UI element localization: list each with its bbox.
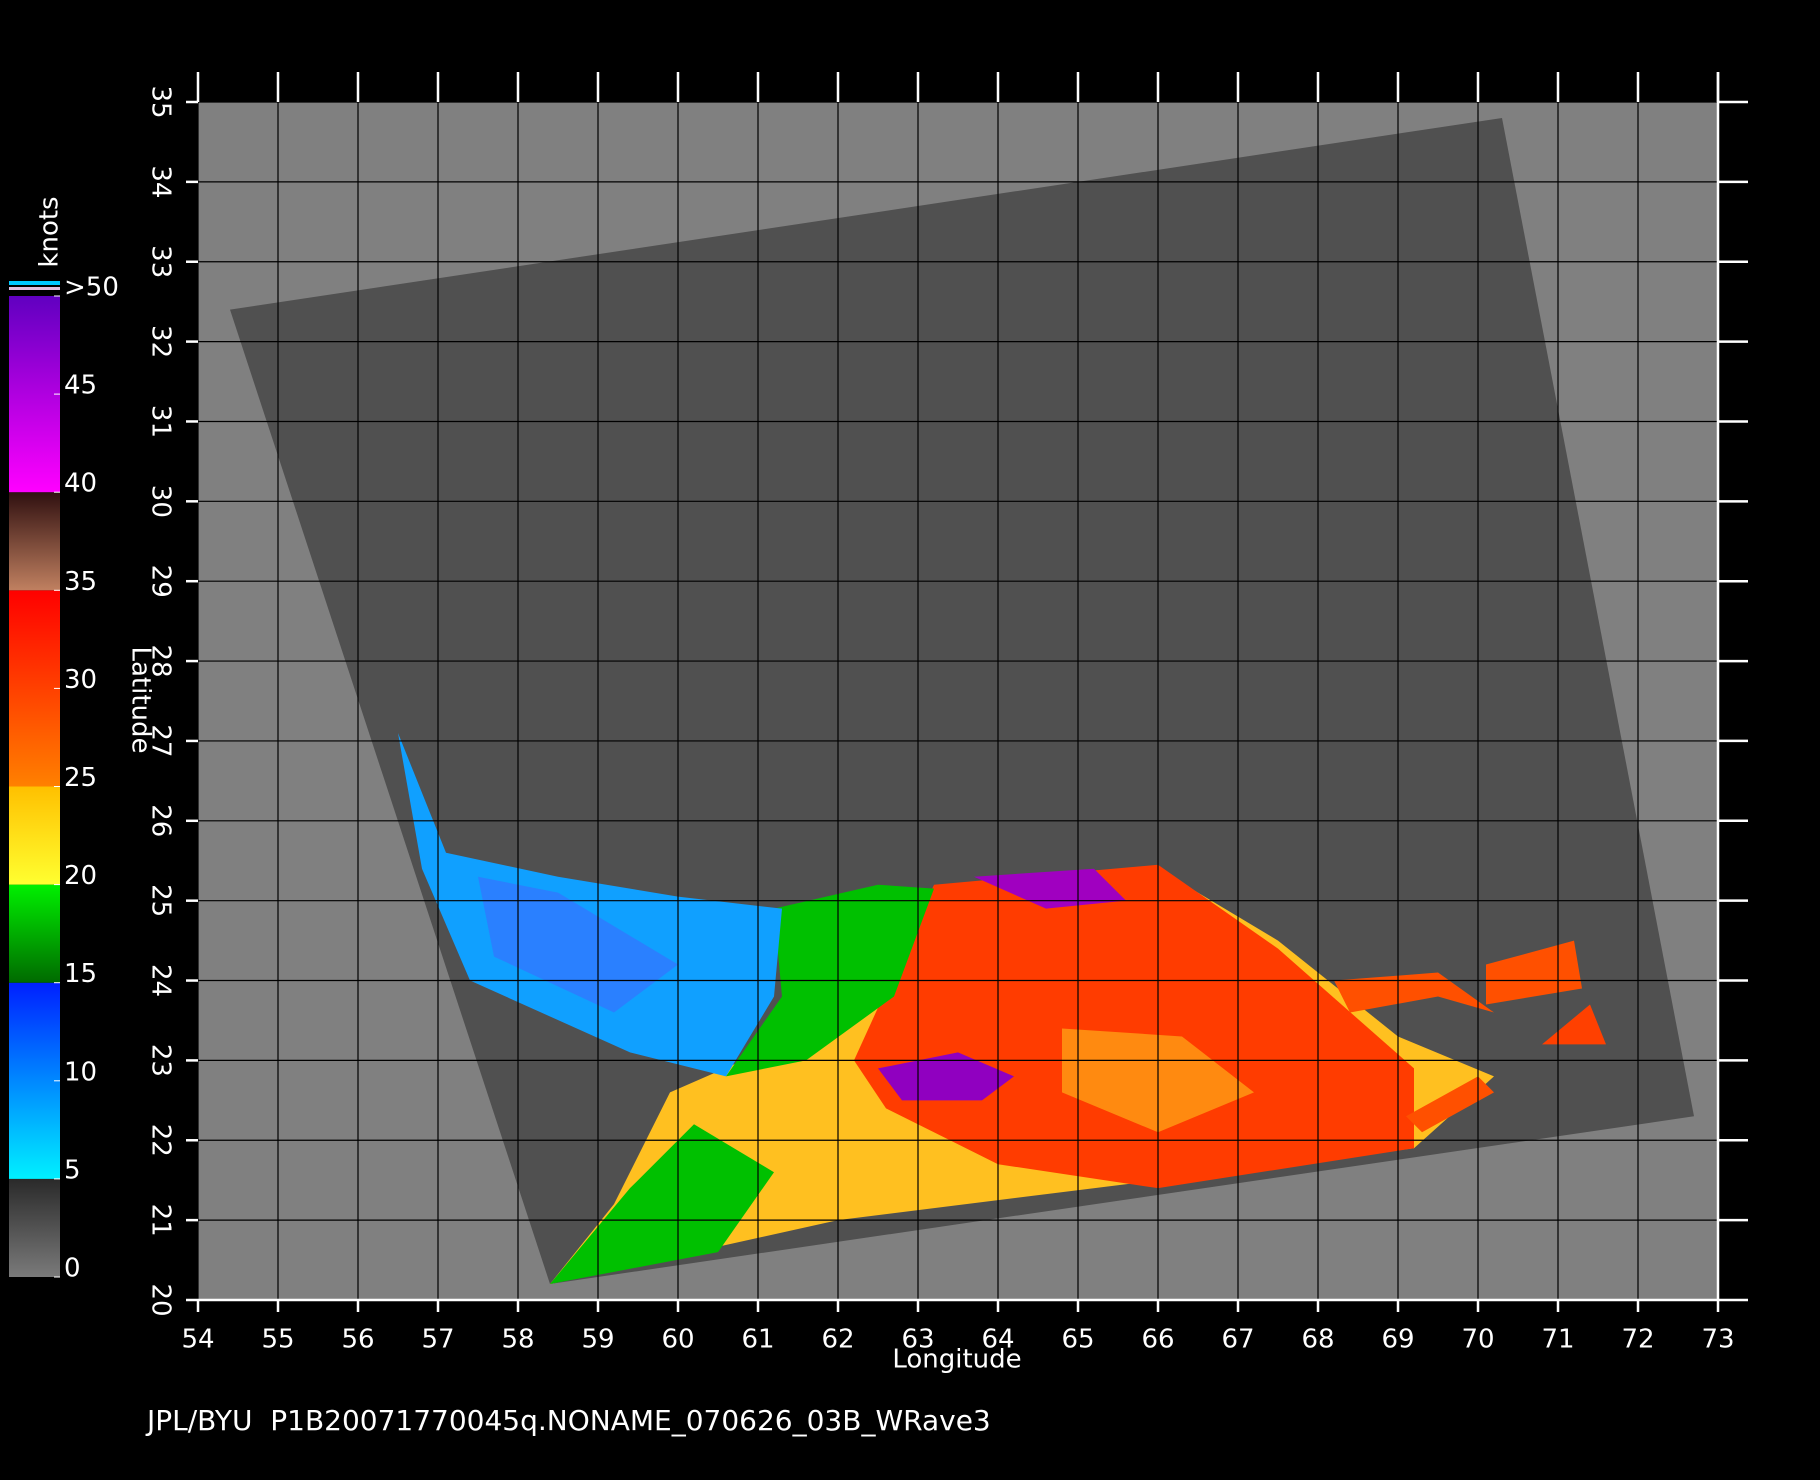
y-tick-label: 32 — [146, 325, 176, 358]
wind-region — [478, 876, 678, 1013]
colorbar-tick-label: 20 — [64, 861, 97, 891]
colorbar-tick-label: 15 — [64, 959, 97, 989]
y-tick-label: 33 — [146, 245, 176, 278]
colorbar-band — [9, 296, 60, 493]
colorbar-tick-label: 40 — [64, 469, 97, 499]
x-tick-label: 72 — [1621, 1325, 1654, 1355]
colorbar-band — [9, 982, 60, 1179]
wind-region — [1334, 972, 1494, 1013]
wind-region — [1406, 1076, 1494, 1133]
y-tick-label: 27 — [146, 724, 176, 757]
y-tick-label: 20 — [146, 1283, 176, 1316]
x-tick-label: 70 — [1461, 1325, 1494, 1355]
y-axis-label: Latitude — [126, 646, 156, 753]
x-tick-label: 61 — [741, 1325, 774, 1355]
y-tick-label: 28 — [146, 645, 176, 678]
colorbar-band — [9, 1178, 60, 1277]
y-tick-label: 30 — [145, 485, 175, 518]
x-axis-label: Longitude — [892, 1345, 1021, 1375]
x-tick-label: 69 — [1381, 1325, 1414, 1355]
y-tick-label: 34 — [146, 165, 176, 198]
wind-region — [878, 1052, 1014, 1101]
colorbar-band — [9, 786, 60, 885]
y-tick-label: 22 — [146, 1124, 176, 1157]
x-tick-label: 56 — [341, 1325, 374, 1355]
colorbar-band — [9, 492, 60, 591]
x-tick-label: 73 — [1701, 1325, 1734, 1355]
colorbar-tick-label: 45 — [64, 371, 97, 401]
wind-field — [230, 117, 1694, 1285]
x-tick-label: 54 — [181, 1325, 214, 1355]
y-tick-label: 21 — [146, 1204, 176, 1237]
y-tick-label: 24 — [146, 964, 176, 997]
wind-region — [974, 868, 1126, 909]
colorbar-cap — [9, 281, 60, 285]
colorbar-tick-label: 5 — [64, 1155, 81, 1185]
x-tick-label: 68 — [1301, 1325, 1334, 1355]
x-tick-label: 57 — [421, 1325, 454, 1355]
colorbar-band — [9, 590, 60, 787]
x-tick-label: 58 — [501, 1325, 534, 1355]
colorbar — [9, 295, 60, 1278]
colorbar-tick-label: 30 — [64, 665, 97, 695]
y-tick-label: 29 — [146, 565, 176, 598]
colorbar-tick-label: 0 — [64, 1254, 81, 1284]
wind-region — [854, 864, 1414, 1189]
y-tick-label: 31 — [146, 405, 176, 438]
colorbar-tick-label: 25 — [64, 763, 97, 793]
x-tick-label: 65 — [1061, 1325, 1094, 1355]
x-tick-label: 60 — [661, 1325, 694, 1355]
x-tick-label: 59 — [581, 1325, 614, 1355]
x-tick-label: 63 — [901, 1325, 934, 1355]
y-tick-label: 23 — [146, 1044, 176, 1077]
x-tick-label: 64 — [981, 1325, 1014, 1355]
x-tick-label: 62 — [821, 1325, 854, 1355]
wind-region — [550, 1124, 774, 1285]
x-tick-label: 67 — [1221, 1325, 1254, 1355]
colorbar-label: knots — [35, 196, 65, 267]
y-tick-label: 25 — [146, 884, 176, 917]
y-tick-label: 26 — [146, 804, 176, 837]
x-tick-label: 71 — [1541, 1325, 1574, 1355]
colorbar-tick-label: 35 — [64, 567, 97, 597]
footer: JPL/BYU P1B20071770045q.NONAME_070626_03… — [145, 1404, 991, 1437]
y-tick-label: 35 — [146, 85, 176, 118]
colorbar-band — [9, 884, 60, 983]
x-tick-label: 66 — [1141, 1325, 1174, 1355]
colorbar-tick-label: >50 — [64, 273, 119, 303]
wind-region — [398, 732, 782, 1077]
colorbar-tick-label: 10 — [64, 1057, 97, 1087]
x-tick-label: 55 — [261, 1325, 294, 1355]
colorbar-cap — [9, 287, 60, 290]
